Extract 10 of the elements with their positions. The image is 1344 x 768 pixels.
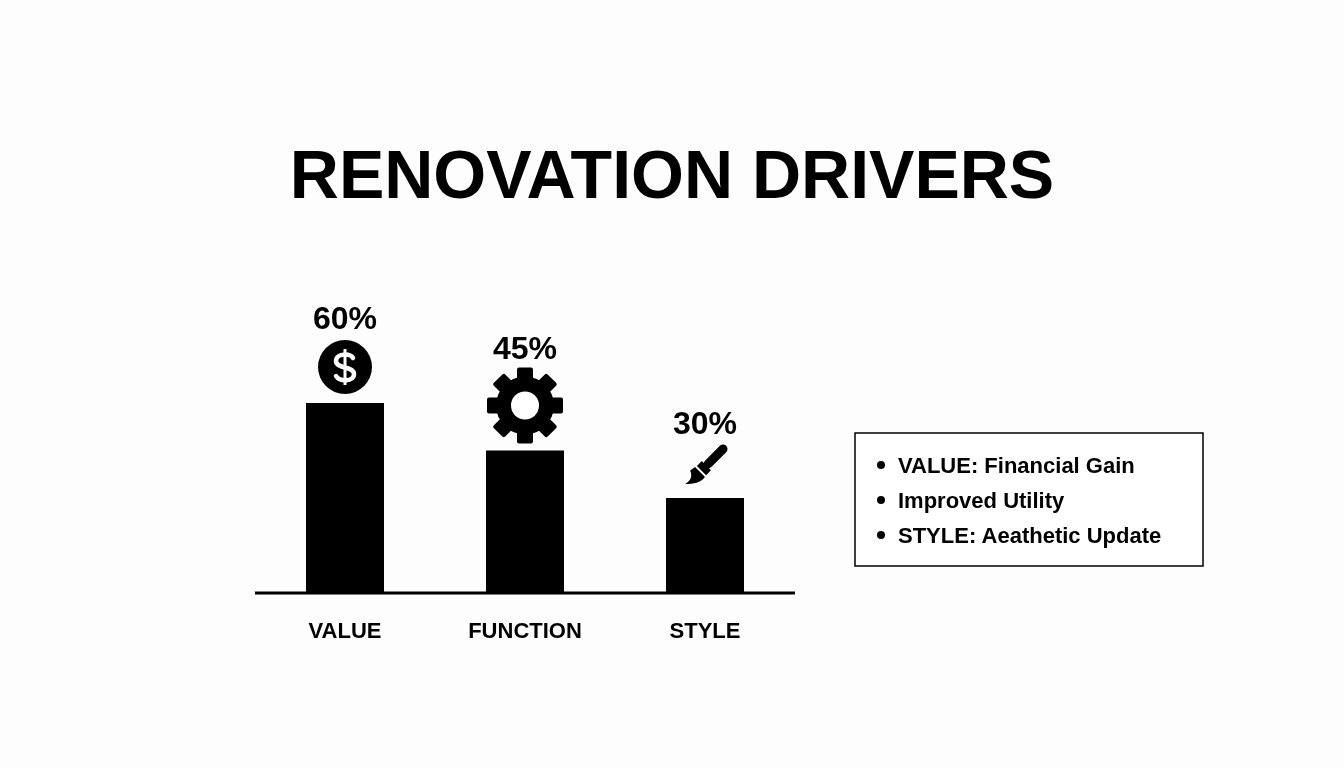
data-label: 30% — [672, 405, 738, 441]
data-label: 45% — [492, 329, 558, 366]
chart-title: RENOVATION DRIVERS — [289, 136, 1055, 212]
text: STYLE: Aeathetic Update — [898, 523, 1162, 548]
text: VALUE: Financial Gain — [898, 453, 1135, 478]
x-tick-label: STYLE — [669, 618, 741, 643]
x-tick-label: FUNCTION — [468, 618, 582, 643]
data-label: 60% — [312, 300, 378, 336]
x-tick-label: VALUE — [308, 618, 382, 643]
text: Improved Utility — [898, 488, 1066, 513]
